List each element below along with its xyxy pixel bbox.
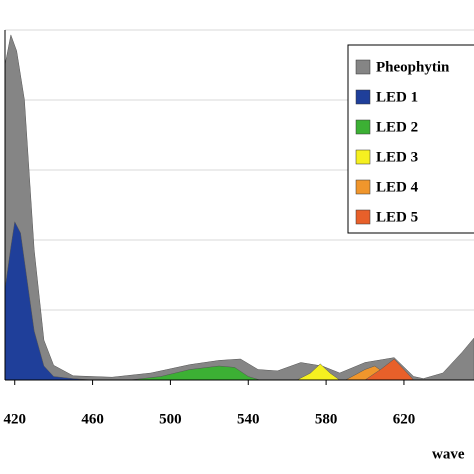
legend-swatch: [355, 179, 371, 195]
legend-box: [347, 44, 474, 234]
legend-label: LED 1: [376, 89, 418, 105]
x-tick-label: 500: [159, 411, 182, 427]
x-tick-label: 460: [81, 411, 104, 427]
area: [4, 221, 93, 381]
legend-swatch: [355, 209, 371, 225]
x-tick-label: 580: [315, 411, 338, 427]
legend-label: LED 4: [376, 179, 419, 195]
x-tick-label: 540: [237, 411, 260, 427]
legend-swatch: [355, 119, 371, 135]
legend-swatch: [355, 59, 371, 75]
area: [129, 365, 261, 381]
legend-label: LED 5: [376, 209, 418, 225]
legend-label: LED 3: [376, 149, 418, 165]
x-axis-label: wave: [432, 446, 465, 462]
area: [4, 33, 474, 381]
legend-swatch: [355, 89, 371, 105]
x-tick-label: 620: [393, 411, 416, 427]
legend-label: Pheophytin: [376, 59, 450, 75]
legend-swatch: [355, 149, 371, 165]
legend-label: LED 2: [376, 119, 418, 135]
x-tick-label: 420: [3, 411, 26, 427]
